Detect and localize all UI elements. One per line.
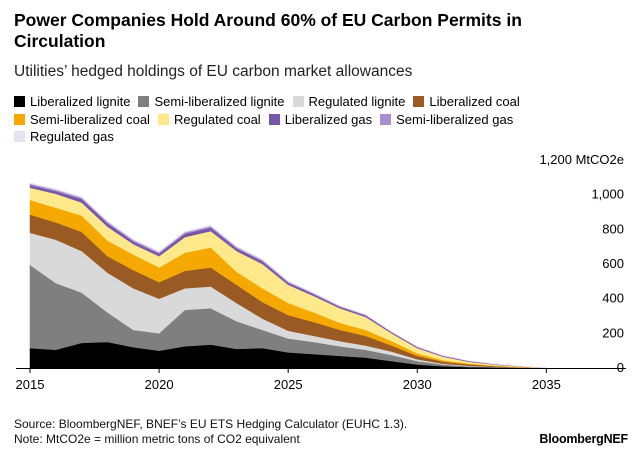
x-tick-label: 2025	[274, 377, 303, 392]
x-tick-label: 2015	[16, 377, 45, 392]
legend-swatch	[14, 96, 25, 107]
x-tick-label: 2030	[403, 377, 432, 392]
legend-swatch	[14, 113, 25, 125]
brand-logo: BloombergNEF	[539, 432, 628, 446]
y-tick-label: 1,200 MtCO2e	[539, 152, 624, 167]
legend-label: Semi-liberalized gas	[396, 111, 514, 127]
legend-item: Semi-liberalized coal	[14, 111, 150, 129]
legend-item: Semi-liberalized lignite	[138, 93, 285, 111]
y-tick-label: 200	[602, 325, 624, 340]
y-tick-label: 1,000	[591, 187, 624, 202]
chart-title: Power Companies Hold Around 60% of EU Ca…	[14, 10, 522, 51]
legend-label: Liberalized coal	[429, 94, 520, 109]
legend-swatch	[292, 96, 304, 107]
y-tick-label: 600	[602, 256, 624, 271]
legend-item: Liberalized gas	[268, 111, 373, 129]
chart-legend: Liberalized lignite Semi-liberalized lign…	[14, 93, 614, 146]
y-tick-label: 0	[617, 360, 624, 375]
legend-label: Semi-liberalized coal	[30, 111, 150, 127]
legend-swatch	[268, 113, 280, 125]
x-axis: 2015 2020 2025 2030 2035	[16, 368, 626, 392]
legend-swatch	[413, 96, 425, 107]
legend-item: Semi-liberalized gas	[380, 111, 513, 129]
legend-item: Liberalized coal	[413, 93, 520, 111]
legend-swatch	[380, 113, 392, 125]
legend-label: Regulated gas	[30, 129, 114, 144]
chart-footnotes: Source: BloombergNEF, BNEF’s EU ETS Hedg…	[14, 417, 407, 446]
legend-label: Regulated coal	[173, 111, 261, 127]
units-note: Note: MtCO2e = million metric tons of CO…	[14, 431, 300, 446]
x-tick-label: 2020	[145, 377, 174, 392]
legend-item: Regulated lignite	[292, 93, 406, 111]
y-tick-label: 400	[602, 291, 624, 306]
x-tick-label: 2035	[532, 377, 561, 392]
legend-swatch	[157, 113, 169, 125]
y-axis: 0 200 400 600 800 1,000 1,200 MtCO2e	[539, 152, 624, 375]
area-series-regulated-gas	[29, 182, 547, 369]
legend-item: Liberalized lignite	[14, 93, 130, 111]
legend-item: Regulated gas	[14, 128, 114, 146]
legend-label: Regulated lignite	[308, 94, 406, 109]
y-tick-label: 800	[602, 221, 624, 236]
chart-subtitle: Utilities’ hedged holdings of EU carbon …	[14, 63, 413, 80]
area-layers	[29, 182, 547, 369]
legend-swatch	[14, 131, 25, 142]
legend-label: Liberalized gas	[284, 111, 373, 127]
source-note: Source: BloombergNEF, BNEF’s EU ETS Hedg…	[14, 417, 408, 431]
legend-label: Liberalized lignite	[30, 94, 131, 109]
legend-item: Regulated coal	[157, 111, 261, 129]
legend-label: Semi-liberalized lignite	[154, 94, 285, 109]
legend-swatch	[138, 96, 150, 107]
